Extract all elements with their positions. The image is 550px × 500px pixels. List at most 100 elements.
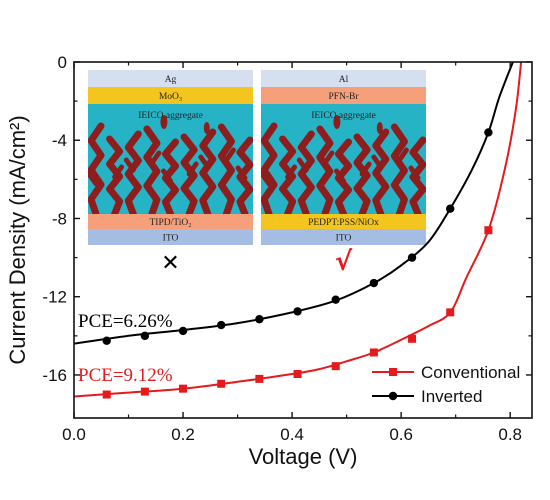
- aggregate-branch: [371, 154, 384, 170]
- layer-label: IEICO aggregate: [138, 111, 203, 121]
- aggregate-branch: [112, 164, 125, 180]
- layer-label: ITO: [336, 234, 352, 244]
- layer-1: [88, 87, 253, 104]
- aggregate-branch: [123, 157, 136, 173]
- inverted-point: [102, 336, 111, 345]
- y-tick-label: 0: [58, 53, 67, 72]
- aggregate-branch: [285, 164, 298, 180]
- conventional-point: [217, 379, 226, 388]
- conventional-point: [331, 362, 340, 371]
- aggregate-strand: [217, 123, 235, 218]
- aggregate-branch: [322, 150, 335, 166]
- aggregate-strand: [88, 122, 105, 218]
- conventional-point: [102, 390, 111, 399]
- layer-0: [88, 70, 253, 87]
- inverted-point: [178, 326, 188, 336]
- layer-0: [261, 70, 426, 87]
- aggregate-blob: [160, 115, 168, 129]
- layer-label: ITO: [163, 234, 179, 244]
- aggregate-strand: [409, 136, 426, 218]
- axes: 0.0 0.2 0.4 0.6 0.8 0 -4 -8 -12 -16: [42, 53, 533, 444]
- inverted-point: [331, 295, 340, 304]
- aggregate-strand: [297, 130, 315, 218]
- x-tick-label: 0.6: [389, 425, 413, 444]
- inverted-point: [255, 315, 264, 324]
- x-tick-label: 0.2: [171, 425, 195, 444]
- aggregate-branch: [408, 165, 421, 181]
- layer-3: [261, 214, 426, 229]
- aggregate-strand: [316, 125, 334, 218]
- layer-4: [261, 229, 426, 245]
- aggregate-branch: [149, 150, 162, 166]
- aggregate-branch: [223, 147, 236, 163]
- aggregate-strand: [353, 133, 371, 218]
- conventional-legend-label: Conventional: [421, 363, 520, 382]
- aggregate-branch: [261, 171, 272, 187]
- y-tick-label: -4: [52, 131, 67, 150]
- x-tick-label: 0.8: [498, 425, 522, 444]
- conventional-point: [446, 308, 455, 317]
- conventional-legend-marker: [389, 368, 397, 376]
- inverted-point: [446, 204, 455, 213]
- aggregate-branch: [235, 165, 248, 181]
- y-tick-label: -16: [42, 366, 67, 385]
- layer-label: TIPD/TiO₂: [149, 218, 191, 228]
- aggregate-strand: [236, 136, 253, 218]
- y-axis-title: Current Density (mA/cm²): [5, 115, 30, 364]
- aggregate-strand: [199, 128, 217, 218]
- aggregate-blob: [333, 115, 341, 129]
- conventional-pce-label: PCE=9.12%: [78, 365, 173, 386]
- inverted-point: [407, 253, 417, 262]
- conventional-point: [408, 334, 417, 343]
- aggregate-branch: [334, 168, 346, 184]
- inverted-point: [293, 307, 302, 316]
- aggregate-strand: [143, 125, 161, 218]
- conventional-curve: [74, 62, 523, 398]
- x-ticks: 0.0 0.2 0.4 0.6 0.8: [62, 62, 522, 444]
- inverted-point: [484, 128, 493, 137]
- aggregate-branch: [396, 147, 409, 163]
- aggregate-strand: [372, 128, 390, 218]
- y-tick-label: -8: [52, 209, 67, 228]
- check-mark-icon: √: [335, 247, 353, 277]
- aggregate-branch: [359, 161, 372, 177]
- legend: Conventional Inverted: [372, 363, 520, 406]
- inverted-point: [369, 278, 379, 288]
- y-tick-label: -12: [42, 288, 67, 307]
- y-ticks: 0 -4 -8 -12 -16: [42, 53, 532, 385]
- layer-label: PFN-Br: [328, 92, 359, 102]
- aggregate-strand: [390, 123, 408, 218]
- layer-label: Al: [339, 75, 349, 85]
- device-schematics: Ag MoO₃ IEICO aggregate TIPD/TiO₂ ITO ✕ Al PFN-…: [88, 70, 426, 277]
- layer-label: Ag: [165, 75, 177, 85]
- plot-frame: [73, 61, 533, 419]
- aggregate-strand: [180, 133, 198, 218]
- aggregate-strand: [279, 135, 297, 218]
- inverted-legend-marker: [388, 391, 398, 401]
- x-tick-label: 0.0: [62, 425, 86, 444]
- cross-mark-icon: ✕: [161, 251, 179, 276]
- layer-3: [88, 214, 253, 229]
- aggregate-strand: [261, 122, 278, 218]
- aggregate-branch: [161, 168, 173, 184]
- aggregate-branch: [88, 171, 99, 187]
- conventional-point: [293, 369, 302, 378]
- conventional-point: [140, 387, 149, 396]
- markers-layer: [102, 128, 493, 399]
- conventional-point: [369, 348, 378, 357]
- aggregate-strand: [124, 130, 142, 218]
- layer-1: [261, 87, 426, 104]
- conventional-point: [484, 226, 493, 235]
- inverted-device: Al PFN-Br IEICO aggregate PEDPT:PSS/NiOx ITO: [261, 70, 426, 245]
- aggregate-branch: [198, 154, 211, 170]
- aggregate-blob: [376, 122, 383, 134]
- layer-label: IEICO aggregate: [311, 111, 376, 121]
- conventional-point: [179, 384, 188, 393]
- x-tick-label: 0.4: [280, 425, 304, 444]
- conventional-point: [255, 374, 264, 383]
- layer-4: [88, 229, 253, 245]
- aggregate-strand: [106, 135, 124, 218]
- layer-label: MoO₃: [159, 92, 182, 102]
- aggregate-blob: [203, 122, 210, 134]
